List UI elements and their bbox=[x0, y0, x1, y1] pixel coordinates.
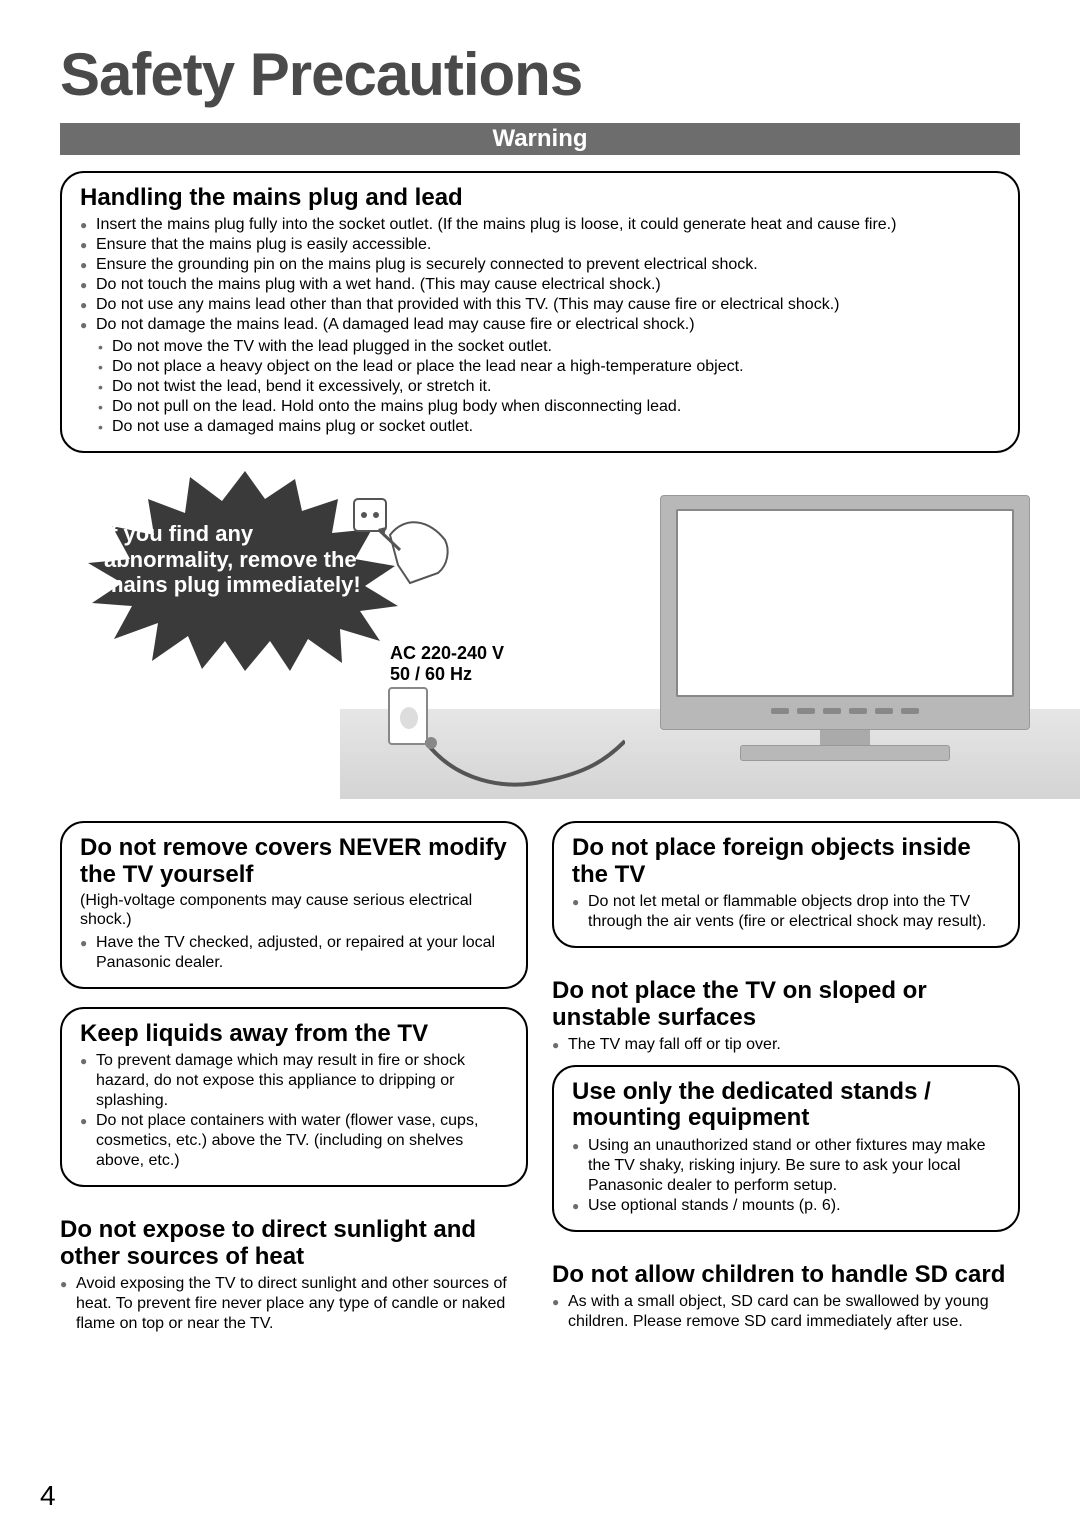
illustration-area: If you find any abnormality, remove the … bbox=[60, 471, 1020, 811]
cord-icon bbox=[425, 731, 625, 801]
box-sloped: Do not place the TV on sloped or unstabl… bbox=[552, 966, 1020, 1059]
list-item: Use optional stands / mounts (p. 6). bbox=[572, 1196, 1000, 1216]
list-item: Do not touch the mains plug with a wet h… bbox=[80, 275, 1000, 295]
box-foreign-title: Do not place foreign objects inside the … bbox=[572, 835, 1000, 888]
list-item: Have the TV checked, adjusted, or repair… bbox=[80, 933, 508, 973]
list-item: Avoid exposing the TV to direct sunlight… bbox=[60, 1274, 528, 1334]
warning-banner: Warning bbox=[60, 123, 1020, 155]
voltage-line2: 50 / 60 Hz bbox=[390, 664, 472, 684]
box-mains-sublist: Do not move the TV with the lead plugged… bbox=[80, 337, 1000, 437]
list-item: Do not damage the mains lead. (A damaged… bbox=[80, 315, 1000, 335]
list-item: Ensure the grounding pin on the mains pl… bbox=[80, 255, 1000, 275]
box-mains-list: Insert the mains plug fully into the soc… bbox=[80, 215, 1000, 335]
box-covers-subtitle: (High-voltage components may cause serio… bbox=[80, 892, 508, 929]
wall-outlet-icon bbox=[388, 687, 428, 745]
list-item: Do not place a heavy object on the lead … bbox=[98, 357, 1000, 377]
left-column: Do not remove covers NEVER modify the TV… bbox=[60, 821, 528, 1366]
box-stands-title: Use only the dedicated stands / mounting… bbox=[572, 1079, 1000, 1132]
tv-illustration bbox=[660, 495, 1030, 765]
list-item: Do not pull on the lead. Hold onto the m… bbox=[98, 397, 1000, 417]
box-mains-title: Handling the mains plug and lead bbox=[80, 185, 1000, 211]
page-number: 4 bbox=[40, 1480, 56, 1512]
list-item: Using an unauthorized stand or other fix… bbox=[572, 1136, 1000, 1196]
list-item: As with a small object, SD card can be s… bbox=[552, 1292, 1020, 1332]
list-item: Ensure that the mains plug is easily acc… bbox=[80, 235, 1000, 255]
box-sunlight: Do not expose to direct sunlight and oth… bbox=[60, 1205, 528, 1348]
right-column: Do not place foreign objects inside the … bbox=[552, 821, 1020, 1366]
box-sdcard: Do not allow children to handle SD card … bbox=[552, 1250, 1020, 1346]
box-covers: Do not remove covers NEVER modify the TV… bbox=[60, 821, 528, 989]
page-title: Safety Precautions bbox=[60, 40, 1020, 109]
box-liquids-title: Keep liquids away from the TV bbox=[80, 1021, 508, 1047]
box-covers-title: Do not remove covers NEVER modify the TV… bbox=[80, 835, 508, 888]
box-stands: Use only the dedicated stands / mounting… bbox=[552, 1065, 1020, 1232]
list-item: Insert the mains plug fully into the soc… bbox=[80, 215, 1000, 235]
voltage-line1: AC 220-240 V bbox=[390, 643, 504, 663]
list-item: The TV may fall off or tip over. bbox=[552, 1035, 1020, 1055]
box-liquids: Keep liquids away from the TV To prevent… bbox=[60, 1007, 528, 1187]
list-item: Do not twist the lead, bend it excessive… bbox=[98, 377, 1000, 397]
box-sloped-title: Do not place the TV on sloped or unstabl… bbox=[552, 978, 1020, 1031]
list-item: Do not use a damaged mains plug or socke… bbox=[98, 417, 1000, 437]
box-sunlight-title: Do not expose to direct sunlight and oth… bbox=[60, 1217, 528, 1270]
box-foreign: Do not place foreign objects inside the … bbox=[552, 821, 1020, 948]
two-column-layout: Do not remove covers NEVER modify the TV… bbox=[60, 821, 1020, 1366]
list-item: Do not move the TV with the lead plugged… bbox=[98, 337, 1000, 357]
box-mains: Handling the mains plug and lead Insert … bbox=[60, 171, 1020, 453]
list-item: Do not let metal or flammable objects dr… bbox=[572, 892, 1000, 932]
list-item: Do not place containers with water (flow… bbox=[80, 1111, 508, 1171]
box-sdcard-title: Do not allow children to handle SD card bbox=[552, 1262, 1020, 1288]
voltage-label: AC 220-240 V 50 / 60 Hz bbox=[390, 643, 504, 684]
burst-text: If you find any abnormality, remove the … bbox=[104, 521, 384, 597]
list-item: Do not use any mains lead other than tha… bbox=[80, 295, 1000, 315]
list-item: To prevent damage which may result in fi… bbox=[80, 1051, 508, 1111]
